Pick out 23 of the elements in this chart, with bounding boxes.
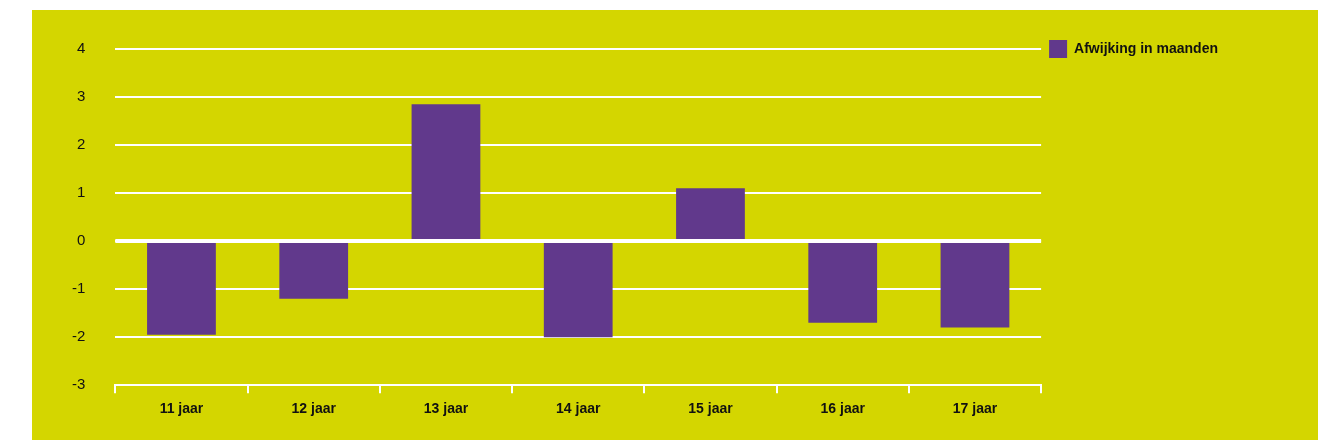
bar [940,242,1010,328]
x-tick-label: 14 jaar [556,400,601,417]
y-tick-label: -1 [71,279,86,297]
bar [543,242,613,338]
x-tick-label: 12 jaar [291,400,337,417]
y-tick-label: 3 [76,87,86,105]
x-tick-label: 11 jaar [159,400,204,417]
y-tick-label: 2 [76,135,86,153]
x-tick-label: 17 jaar [952,400,998,417]
y-tick-label: 0 [76,231,86,249]
legend-label: Afwijking in maanden [1074,39,1218,56]
bar [279,242,349,299]
y-tick-label: 4 [76,39,86,57]
y-tick-label: 1 [76,183,86,201]
x-tick-label: 16 jaar [820,400,866,417]
x-tick-label: 13 jaar [423,400,469,417]
bar [411,104,481,241]
bar [147,242,216,335]
y-tick-label: -3 [71,375,86,393]
bar [808,242,878,323]
bar [676,188,745,241]
x-tick-label: 15 jaar [688,400,734,417]
y-tick-label: -2 [71,327,86,345]
